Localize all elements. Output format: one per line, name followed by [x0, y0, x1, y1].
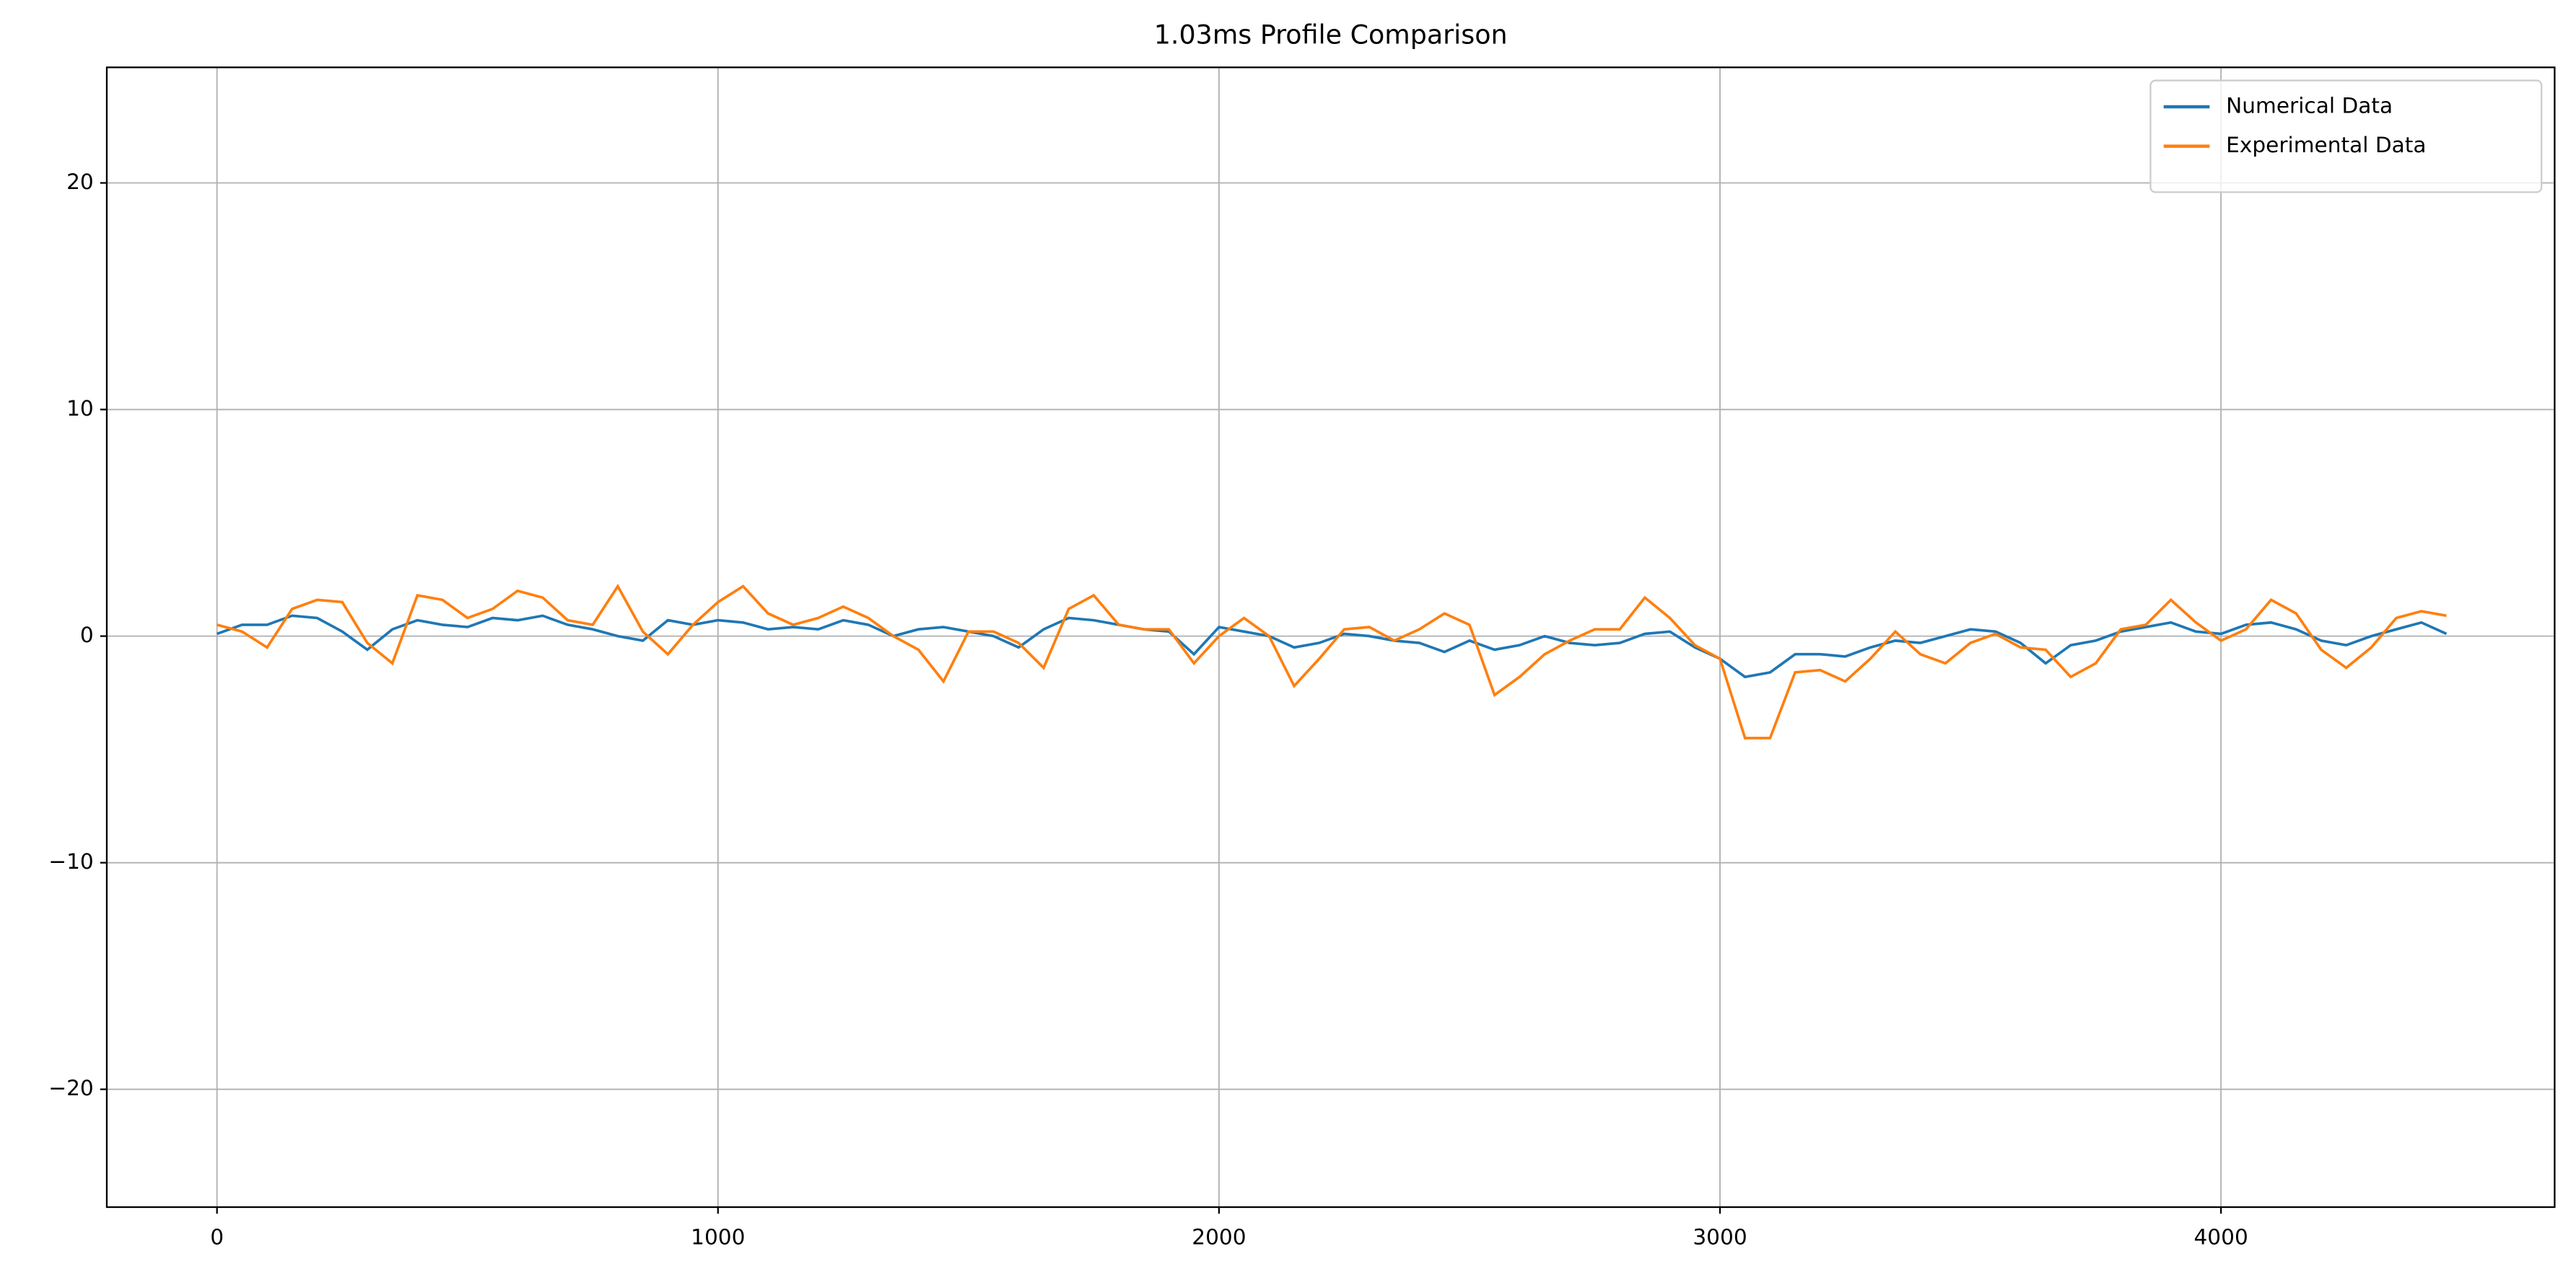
x-tick-label: 3000 — [1693, 1225, 1747, 1250]
x-tick-label: 2000 — [1192, 1225, 1246, 1250]
legend-label: Numerical Data — [2226, 93, 2393, 118]
legend-label: Experimental Data — [2226, 133, 2426, 157]
y-tick-label: −20 — [48, 1076, 93, 1100]
legend-box — [2149, 79, 2543, 193]
x-tick-label: 4000 — [2193, 1225, 2248, 1250]
series-line — [217, 583, 2447, 740]
chart-title: 1.03ms Profile Comparison — [1154, 19, 1508, 51]
y-tick-label: 10 — [66, 396, 94, 421]
x-tick-label: 1000 — [691, 1225, 745, 1250]
x-tick-label: 0 — [210, 1225, 224, 1250]
y-tick-label: 0 — [80, 623, 94, 647]
y-tick-label: −10 — [48, 849, 93, 874]
y-tick-label: 20 — [66, 170, 94, 194]
legend: Numerical Data Experimental Data — [2149, 79, 2543, 193]
series-line — [217, 614, 2448, 679]
plot-frame — [105, 66, 2556, 1209]
